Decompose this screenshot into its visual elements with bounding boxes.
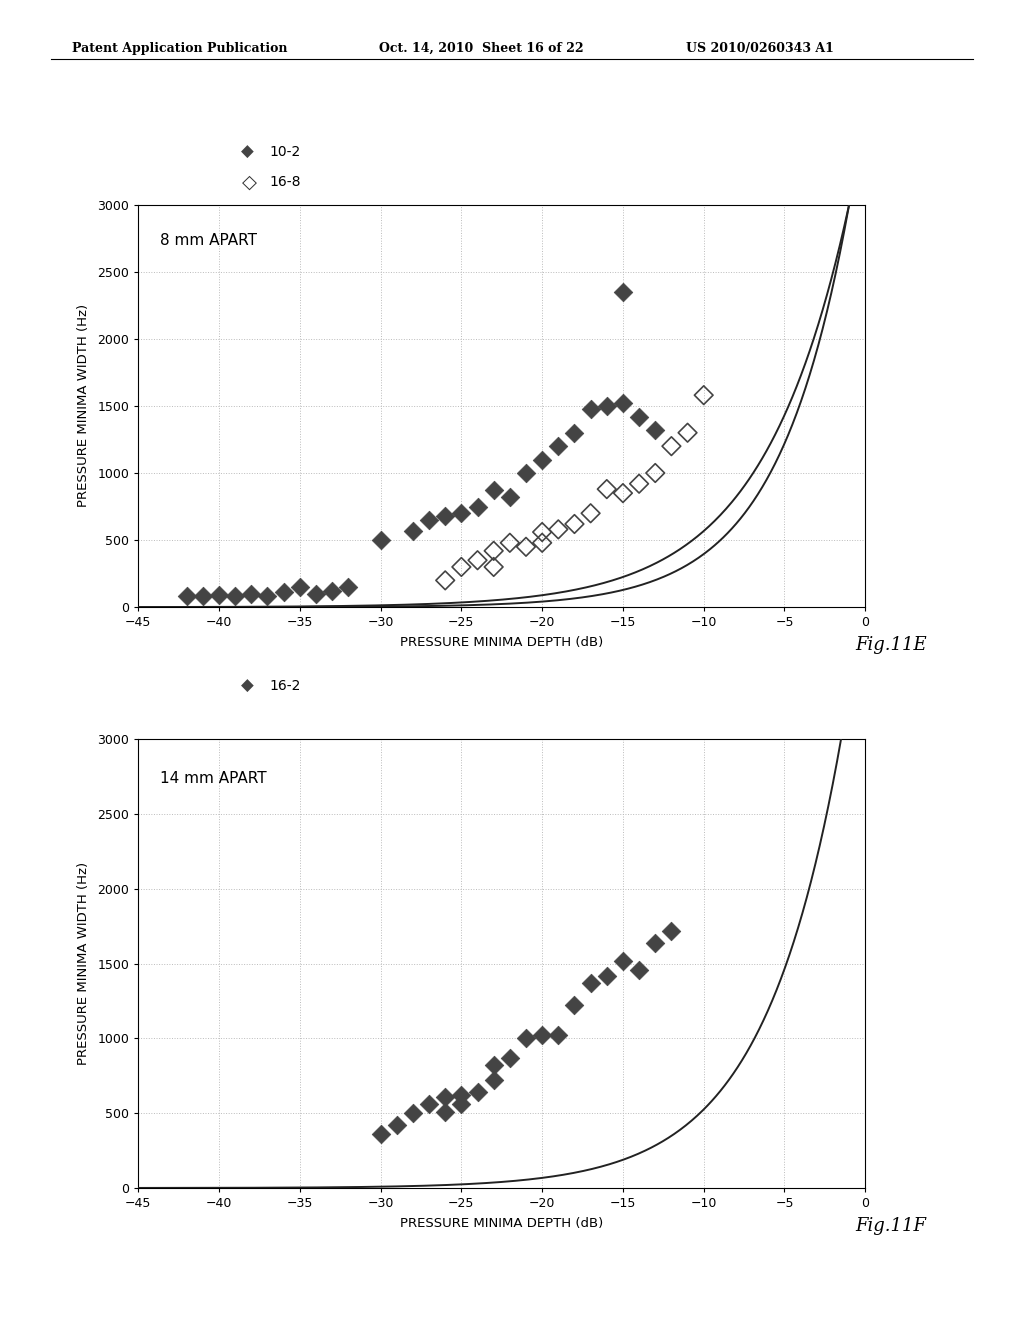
Point xyxy=(502,532,518,553)
Point xyxy=(243,583,259,605)
Point xyxy=(404,1102,421,1123)
Text: 16-8: 16-8 xyxy=(269,176,301,189)
Text: ◆: ◆ xyxy=(241,677,253,696)
Text: US 2010/0260343 A1: US 2010/0260343 A1 xyxy=(686,42,834,55)
Point xyxy=(518,536,535,557)
Point xyxy=(695,384,712,405)
Point xyxy=(631,473,647,494)
Point xyxy=(599,479,615,500)
Y-axis label: PRESSURE MINIMA WIDTH (Hz): PRESSURE MINIMA WIDTH (Hz) xyxy=(78,862,90,1065)
Point xyxy=(550,519,566,540)
Point xyxy=(631,407,647,428)
Point xyxy=(614,950,631,972)
Point xyxy=(534,449,550,470)
Point xyxy=(485,480,502,502)
Text: 10-2: 10-2 xyxy=(269,145,301,158)
Point xyxy=(469,549,485,570)
Point xyxy=(437,1086,454,1107)
Point xyxy=(647,420,664,441)
Point xyxy=(664,920,680,941)
Point xyxy=(534,532,550,553)
Point xyxy=(647,462,664,483)
Point xyxy=(583,399,599,420)
Point xyxy=(178,586,195,607)
Point xyxy=(518,1028,535,1049)
Point xyxy=(437,506,454,527)
Point xyxy=(404,520,421,541)
Point xyxy=(485,1055,502,1076)
Point xyxy=(292,577,308,598)
Point xyxy=(566,513,583,535)
Text: 16-2: 16-2 xyxy=(269,680,301,693)
Point xyxy=(583,973,599,994)
Point xyxy=(534,1024,550,1045)
Point xyxy=(469,1081,485,1102)
Point xyxy=(566,995,583,1016)
Point xyxy=(485,1069,502,1090)
Text: 8 mm APART: 8 mm APART xyxy=(160,232,257,248)
Point xyxy=(485,540,502,561)
Point xyxy=(631,960,647,981)
Point xyxy=(437,1101,454,1122)
Point xyxy=(518,462,535,483)
Point xyxy=(373,1123,389,1144)
Point xyxy=(566,422,583,444)
Point xyxy=(647,932,664,953)
Point xyxy=(454,503,470,524)
Point xyxy=(421,510,437,531)
Text: Oct. 14, 2010  Sheet 16 of 22: Oct. 14, 2010 Sheet 16 of 22 xyxy=(379,42,584,55)
Text: ◇: ◇ xyxy=(242,173,257,191)
Point xyxy=(550,1024,566,1045)
Point xyxy=(373,529,389,550)
Point xyxy=(664,436,680,457)
Point xyxy=(550,436,566,457)
Point xyxy=(454,1094,470,1115)
Y-axis label: PRESSURE MINIMA WIDTH (Hz): PRESSURE MINIMA WIDTH (Hz) xyxy=(78,305,90,507)
Point xyxy=(340,577,356,598)
Point xyxy=(469,496,485,517)
Point xyxy=(421,1094,437,1115)
Text: Fig.11E: Fig.11E xyxy=(855,636,927,655)
Point xyxy=(485,557,502,578)
X-axis label: PRESSURE MINIMA DEPTH (dB): PRESSURE MINIMA DEPTH (dB) xyxy=(400,1217,603,1230)
Point xyxy=(388,1114,404,1135)
Text: Fig.11F: Fig.11F xyxy=(855,1217,926,1236)
Point xyxy=(454,1085,470,1106)
Point xyxy=(502,1047,518,1068)
Point xyxy=(502,487,518,508)
Point xyxy=(599,965,615,986)
Point xyxy=(227,586,244,607)
Point xyxy=(195,586,211,607)
Point xyxy=(454,557,470,578)
Point xyxy=(324,581,340,602)
Point xyxy=(614,483,631,504)
Point xyxy=(614,281,631,302)
Point xyxy=(599,396,615,417)
Point xyxy=(259,586,275,607)
Text: Patent Application Publication: Patent Application Publication xyxy=(72,42,287,55)
Point xyxy=(308,583,325,605)
Point xyxy=(211,585,227,606)
Text: ◆: ◆ xyxy=(241,143,253,161)
Text: 14 mm APART: 14 mm APART xyxy=(160,771,266,785)
Point xyxy=(275,582,292,603)
Point xyxy=(583,503,599,524)
Point xyxy=(614,392,631,413)
Point xyxy=(679,422,695,444)
Point xyxy=(534,521,550,543)
Point xyxy=(437,570,454,591)
X-axis label: PRESSURE MINIMA DEPTH (dB): PRESSURE MINIMA DEPTH (dB) xyxy=(400,636,603,649)
